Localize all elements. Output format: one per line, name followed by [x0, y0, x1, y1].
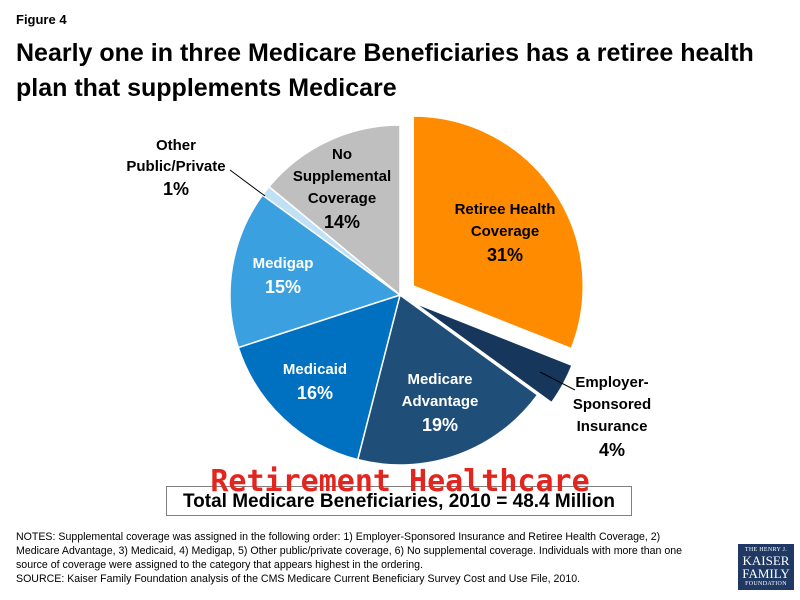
slice-label-retiree-health-coverage: Retiree Health Coverage 31%: [455, 201, 556, 265]
slice-value: 15%: [265, 277, 301, 297]
notes-line: source of coverage were assigned to the …: [16, 559, 423, 571]
slice-name-line: Coverage: [308, 190, 376, 207]
slice-name-line: Sponsored: [573, 396, 651, 413]
slice-name-line: Advantage: [402, 393, 479, 410]
slice-label-medicaid: Medicaid 16%: [283, 361, 347, 403]
slice-value: 14%: [324, 212, 360, 232]
slice-name-line: Medigap: [253, 255, 314, 272]
slice-name-line: Medicare: [407, 371, 472, 388]
slice-name-line: No: [332, 146, 352, 163]
slice-label-medigap: Medigap 15%: [253, 255, 314, 297]
pie-slice-retiree-health-coverage: [412, 115, 584, 350]
logo-line: KAISER: [742, 553, 790, 568]
kaiser-family-foundation-logo: THE HENRY J. KAISER FAMILY FOUNDATION: [738, 544, 794, 590]
slice-label-employer-sponsored-insurance: Employer- Sponsored Insurance 4%: [573, 374, 651, 460]
slice-value: 16%: [297, 383, 333, 403]
leader-line-other-public-private: [229, 169, 266, 197]
slice-label-no-supplemental-coverage: No Supplemental Coverage 14%: [293, 146, 391, 232]
slice-name-line: Insurance: [577, 418, 648, 435]
logo-line: FOUNDATION: [745, 581, 787, 587]
slice-name-line: Employer-: [575, 374, 648, 391]
source-line: SOURCE: Kaiser Family Foundation analysi…: [16, 573, 581, 585]
logo-line: FAMILY: [742, 566, 790, 581]
watermark-text: Retirement Healthcare: [210, 464, 590, 499]
slice-name-line: Public/Private: [126, 158, 225, 175]
pie-slice-medicaid: [237, 293, 402, 461]
slice-name-line: Retiree Health: [455, 201, 556, 218]
notes-block: NOTES: Supplemental coverage was assigne…: [16, 530, 728, 586]
leader-line-employer-sponsored-insurance: [539, 371, 576, 391]
slice-value: 1%: [163, 179, 189, 199]
slice-value: 19%: [422, 415, 458, 435]
slice-name-line: Supplemental: [293, 168, 391, 185]
slice-name-line: Medicaid: [283, 361, 347, 378]
chart-title: Nearly one in three Medicare Beneficiari…: [16, 39, 754, 102]
total-beneficiaries-label: Total Medicare Beneficiaries, 2010 = 48.…: [166, 486, 632, 516]
notes-line: Medicare Advantage, 3) Medicaid, 4) Medi…: [16, 545, 683, 557]
pie-slice-medicare-advantage: [356, 293, 539, 466]
pie-slice-medigap: [229, 194, 402, 349]
slice-label-other-public-private: Other Public/Private 1%: [126, 137, 225, 199]
figure-label: Figure 4: [16, 12, 67, 27]
logo-line: THE HENRY J.: [744, 547, 788, 553]
slice-name-line: Coverage: [471, 223, 539, 240]
notes-line: NOTES: Supplemental coverage was assigne…: [16, 531, 661, 543]
slice-value: 4%: [599, 440, 625, 460]
slice-name-line: Other: [156, 137, 196, 154]
slice-label-medicare-advantage: Medicare Advantage 19%: [402, 371, 479, 435]
pie-slice-no-supplemental-coverage: [267, 124, 401, 297]
pie-slice-employer-sponsored-insurance: [413, 302, 574, 404]
slice-value: 31%: [487, 245, 523, 265]
